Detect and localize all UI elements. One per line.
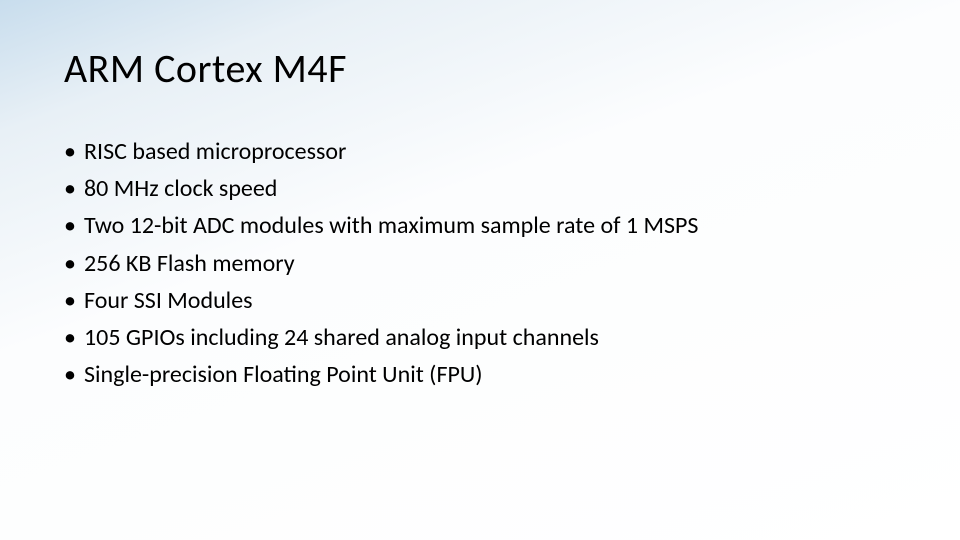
list-item: Four SSI Modules [64,282,896,319]
list-item: 80 MHz clock speed [64,170,896,207]
list-item: 105 GPIOs including 24 shared analog inp… [64,319,896,356]
list-item: Two 12-bit ADC modules with maximum samp… [64,207,896,244]
slide: ARM Cortex M4F RISC based microprocessor… [0,0,960,540]
list-item: Single-precision Floating Point Unit (FP… [64,356,896,393]
list-item: RISC based microprocessor [64,133,896,170]
slide-title: ARM Cortex M4F [64,44,896,93]
list-item: 256 KB Flash memory [64,245,896,282]
bullet-list: RISC based microprocessor 80 MHz clock s… [64,133,896,393]
